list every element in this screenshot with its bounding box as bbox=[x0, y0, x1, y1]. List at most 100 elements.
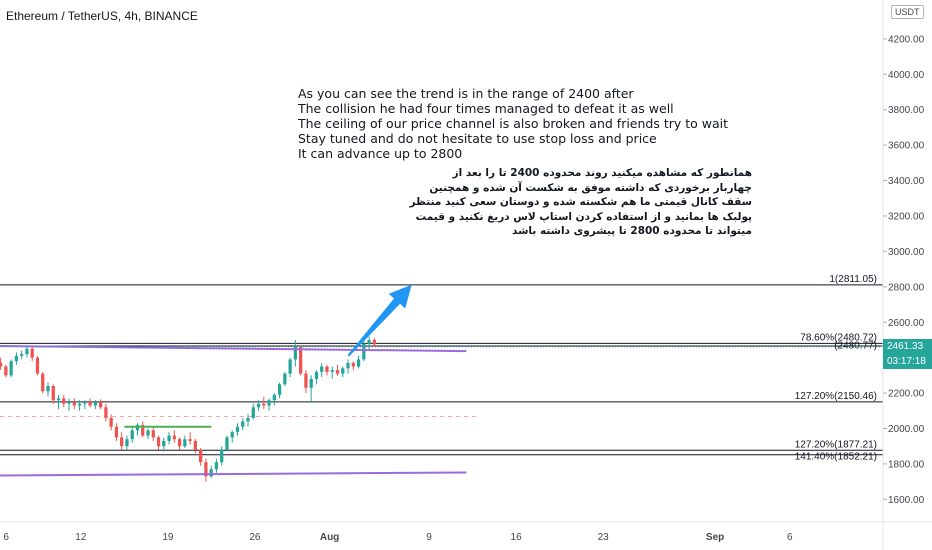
candle-body bbox=[288, 359, 292, 374]
y-tick-label: 2800.00 bbox=[888, 282, 925, 293]
annotation-en-line: The ceiling of our price channel is also… bbox=[298, 116, 729, 131]
candle-body bbox=[356, 359, 361, 367]
candle-body bbox=[204, 462, 208, 477]
x-tick-label: 9 bbox=[426, 532, 432, 543]
x-tick-label: 16 bbox=[511, 532, 523, 543]
fib-level-label: 127.20%(1877.21) bbox=[795, 439, 877, 450]
candle-body bbox=[14, 355, 19, 362]
annotation-en-line: It can advance up to 2800 bbox=[298, 146, 463, 161]
candle-body bbox=[246, 417, 250, 422]
chart-title: Ethereum / TetherUS, 4h, BINANCE bbox=[6, 9, 198, 23]
candle-body bbox=[177, 439, 182, 447]
drawings bbox=[0, 284, 883, 477]
annotation-fa-line: میتواند تا محدوده 2800 تا پیشروی داشته ب… bbox=[512, 225, 752, 237]
candle-body bbox=[167, 435, 171, 441]
candle-body bbox=[120, 437, 124, 447]
y-tick-label: 3200.00 bbox=[888, 211, 925, 222]
candle-body bbox=[220, 449, 224, 463]
fib-level-label: 1(2811.05) bbox=[829, 274, 877, 285]
candle-body bbox=[283, 373, 287, 385]
y-tick-label: 4200.00 bbox=[888, 34, 925, 45]
candle-body bbox=[41, 373, 45, 392]
annotation-fa-line: همانطور که مشاهده میکنید روند محدوده 240… bbox=[452, 167, 752, 179]
candle-body bbox=[320, 366, 324, 372]
x-tick-label: 6 bbox=[3, 532, 9, 543]
candle-body bbox=[88, 401, 92, 406]
candle-body bbox=[241, 421, 245, 427]
candle-body bbox=[235, 426, 240, 433]
annotation-persian: همانطور که مشاهده میکنید روند محدوده 240… bbox=[409, 166, 752, 239]
candle-body bbox=[25, 348, 29, 355]
candle-body bbox=[309, 378, 313, 388]
annotation-fa-line: چهاربار برخوردی که داشته موفق به شکست آن… bbox=[429, 181, 752, 194]
candle-body bbox=[341, 368, 345, 374]
x-tick-label: 23 bbox=[598, 532, 610, 543]
y-tick-label: 4000.00 bbox=[888, 70, 925, 81]
candle-body bbox=[172, 435, 176, 440]
y-tick-label: 3800.00 bbox=[888, 105, 925, 116]
y-tick-label: 2600.00 bbox=[888, 318, 925, 329]
candle-body bbox=[335, 370, 340, 374]
candle-body bbox=[346, 362, 350, 369]
candle-body bbox=[193, 440, 198, 450]
fib-level-label: 78.60%(2480.72) bbox=[800, 332, 877, 343]
candle-body bbox=[325, 366, 329, 372]
candle-body bbox=[209, 469, 213, 477]
candle-body bbox=[151, 430, 155, 438]
candle-body bbox=[183, 439, 187, 447]
candle-body bbox=[267, 400, 271, 406]
candle-body bbox=[372, 339, 376, 345]
candle-body bbox=[93, 401, 97, 406]
candle-body bbox=[262, 403, 266, 406]
candle-body bbox=[9, 361, 13, 376]
x-tick-label: 12 bbox=[75, 532, 87, 543]
candle-body bbox=[251, 407, 255, 418]
y-tick-label: 3400.00 bbox=[888, 176, 925, 187]
candle-body bbox=[304, 373, 308, 388]
annotation-english: As you can see the trend is in the range… bbox=[298, 86, 728, 161]
candle-body bbox=[98, 401, 103, 408]
candle-body bbox=[104, 407, 108, 418]
annotation-fa-line: پولبک ها بمانید و از استفاده کردن استاپ … bbox=[415, 210, 752, 223]
candle-body bbox=[4, 366, 8, 376]
candle-body bbox=[109, 417, 113, 427]
candle-body bbox=[114, 426, 119, 438]
y-tick-label: 3000.00 bbox=[888, 247, 925, 258]
annotation-fa-line: سقف کانال قیمتی ما هم شکسته شده و دوستان… bbox=[409, 196, 752, 208]
channel-line bbox=[0, 344, 467, 353]
candle-body bbox=[314, 371, 319, 379]
fib-level-label: 127.20%(2150.46) bbox=[795, 391, 877, 402]
candle-body bbox=[367, 339, 371, 344]
currency-label[interactable]: USDT bbox=[891, 5, 924, 19]
candle-body bbox=[299, 347, 303, 374]
candle-body bbox=[293, 347, 298, 360]
x-tick-label: 19 bbox=[162, 532, 174, 543]
candle-body bbox=[230, 432, 234, 438]
x-tick-label: Sep bbox=[706, 532, 724, 543]
candle-body bbox=[146, 430, 150, 436]
candle-body bbox=[188, 439, 192, 441]
candle-body bbox=[214, 462, 219, 470]
fib-level-label: 141.40%(1852.21) bbox=[795, 452, 877, 463]
candle-body bbox=[199, 449, 203, 463]
candle-body bbox=[330, 370, 334, 372]
y-tick-label: 3600.00 bbox=[888, 141, 925, 152]
y-tick-label: 2200.00 bbox=[888, 389, 925, 400]
candle-body bbox=[362, 343, 366, 360]
candle-body bbox=[272, 394, 276, 401]
x-tick-label: Aug bbox=[320, 532, 339, 543]
candle-body bbox=[56, 398, 61, 401]
candle-body bbox=[72, 401, 76, 406]
countdown-tag: 03:17:18 bbox=[883, 353, 932, 369]
candle-body bbox=[35, 357, 40, 374]
candles bbox=[0, 336, 376, 482]
last-price-tag: 2461.33 bbox=[883, 338, 932, 354]
candle-body bbox=[0, 362, 3, 367]
x-tick-label: 26 bbox=[249, 532, 261, 543]
candle-body bbox=[67, 401, 71, 404]
candle-body bbox=[156, 437, 161, 447]
candle-body bbox=[30, 348, 34, 358]
candle-body bbox=[162, 440, 166, 447]
target-arrow bbox=[347, 284, 412, 357]
